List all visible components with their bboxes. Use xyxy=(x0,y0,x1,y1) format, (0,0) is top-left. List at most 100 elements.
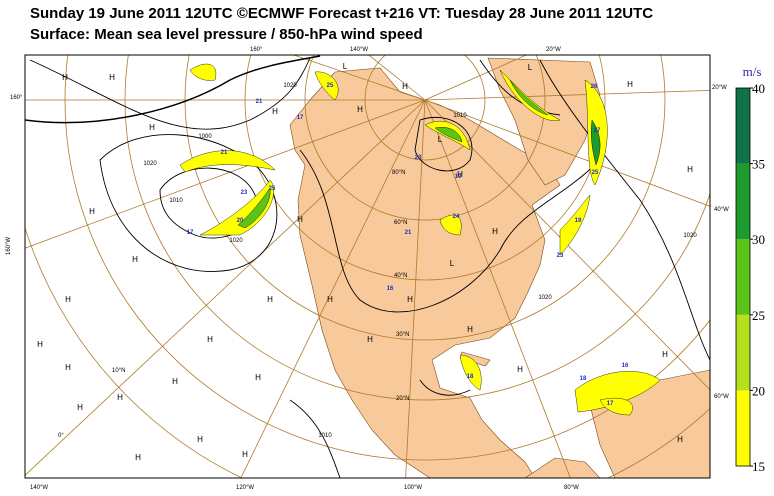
isobar-label: 1010 xyxy=(169,198,183,204)
pressure-center: H xyxy=(517,365,523,374)
geo-label: 40°W xyxy=(714,207,729,213)
pressure-center: H xyxy=(402,82,408,91)
geo-label: 60°W xyxy=(714,394,729,400)
wind-label: 23 xyxy=(241,190,248,196)
geo-label: 100°W xyxy=(404,485,422,491)
wind-label: 17 xyxy=(187,230,194,236)
map-frame xyxy=(24,54,711,479)
pressure-center: H xyxy=(37,340,43,349)
wind-label: 25 xyxy=(327,83,334,89)
colorbar-tick-label: 30 xyxy=(752,232,765,247)
pressure-center: L xyxy=(528,63,533,72)
colorbar-band xyxy=(736,314,750,391)
pressure-center: L xyxy=(438,135,443,144)
title: Sunday 19 June 2011 12UTC ©ECMWF Forecas… xyxy=(30,5,653,22)
wind-label: 25 xyxy=(592,170,599,176)
wind-label: 27 xyxy=(594,128,601,134)
pressure-center: H xyxy=(662,350,668,359)
land xyxy=(289,67,561,478)
pressure-center: H xyxy=(457,170,463,179)
wind-label: 18 xyxy=(580,376,587,382)
map: H H H H H H H H H H H H H H H H H H H H H H H H H H H H H H H H L L L L 1020… xyxy=(25,55,710,478)
wind-label: 16 xyxy=(622,363,629,369)
pressure-center: H xyxy=(492,227,498,236)
isobar-label: 1020 xyxy=(283,83,297,89)
colorbar-tick-label: 20 xyxy=(752,383,765,398)
pressure-center: H xyxy=(197,435,203,444)
graticule xyxy=(25,55,710,478)
colorbar-tick-label: 15 xyxy=(752,459,765,474)
geo-label: 60°N xyxy=(394,220,407,226)
wind-label: 19 xyxy=(455,174,462,180)
colorbar: 15 20 25 30 35 40 xyxy=(735,81,765,474)
geo-label: 160° xyxy=(250,47,263,53)
pressure-center: H xyxy=(117,393,123,402)
pressure-center: H xyxy=(327,295,333,304)
geo-label: 20°N xyxy=(396,396,409,402)
colorbar-band xyxy=(736,239,750,315)
isobar-label: 1010 xyxy=(318,433,332,439)
pressure-center: H xyxy=(132,255,138,264)
pressure-center: H xyxy=(62,73,68,82)
colorbar-tick-label: 25 xyxy=(752,308,765,323)
wind-shading xyxy=(179,63,661,416)
wind-label: 18 xyxy=(467,374,474,380)
wind-label: 23 xyxy=(415,155,422,161)
pressure-center: H xyxy=(65,363,71,372)
geo-label: 40°N xyxy=(394,273,407,279)
geo-label: 120°W xyxy=(236,485,254,491)
wind-label: 24 xyxy=(453,214,460,220)
pressure-center: H xyxy=(467,325,473,334)
wind-label: 21 xyxy=(405,230,412,236)
geo-label: 0° xyxy=(58,433,64,439)
colorbar-band xyxy=(736,390,750,466)
pressure-center: H xyxy=(272,107,278,116)
isobar-label: 1000 xyxy=(198,134,212,140)
pressure-center: H xyxy=(407,295,413,304)
wind-label: 19 xyxy=(575,218,582,224)
wind-label: 17 xyxy=(607,401,614,407)
isobars xyxy=(25,55,710,478)
pressure-center: H xyxy=(357,105,363,114)
map-labels: H H H H H H H H H H H H H H H H H H H H H H H H H H H H H H H H L L L L 1020… xyxy=(37,62,697,462)
geo-label: 10°N xyxy=(112,368,125,374)
pressure-center: L xyxy=(450,259,455,268)
isobar-label: 1020 xyxy=(143,161,157,167)
geo-label: 140°W xyxy=(30,485,48,491)
geo-label: 30°N xyxy=(396,332,409,338)
pressure-center: H xyxy=(267,295,273,304)
wind-label: 21 xyxy=(221,150,228,156)
pressure-center: L xyxy=(343,62,348,71)
pressure-center: H xyxy=(677,435,683,444)
colorbar-frame xyxy=(735,87,751,467)
pressure-center: H xyxy=(77,403,83,412)
wind-label: 20 xyxy=(237,218,244,224)
geo-label: 20°W xyxy=(546,47,561,53)
geo-label: 80°N xyxy=(392,170,405,176)
subtitle: Surface: Mean sea level pressure / 850-h… xyxy=(30,26,423,43)
geo-label: 140°W xyxy=(350,47,368,53)
wind-label: 23 xyxy=(557,253,564,259)
wind-label: 25 xyxy=(269,186,276,192)
geo-label: 160°W xyxy=(6,237,12,255)
pressure-center: H xyxy=(297,215,303,224)
pressure-center: H xyxy=(687,165,693,174)
geo-label: 160° xyxy=(10,95,23,101)
colorbar-band xyxy=(736,163,750,240)
pressure-center: H xyxy=(367,335,373,344)
wind-label: 17 xyxy=(297,115,304,121)
wind-label: 16 xyxy=(387,286,394,292)
pressure-center: H xyxy=(242,450,248,459)
geo-label: 20°W xyxy=(712,85,727,91)
pressure-center: H xyxy=(627,80,633,89)
colorbar-tick-label: 40 xyxy=(752,81,765,96)
wind-label: 21 xyxy=(256,99,263,105)
colorbar-band xyxy=(736,88,750,164)
pressure-center: H xyxy=(109,73,115,82)
colorbar-unit: m/s xyxy=(743,64,762,79)
pressure-center: H xyxy=(207,335,213,344)
pressure-center: H xyxy=(255,373,261,382)
